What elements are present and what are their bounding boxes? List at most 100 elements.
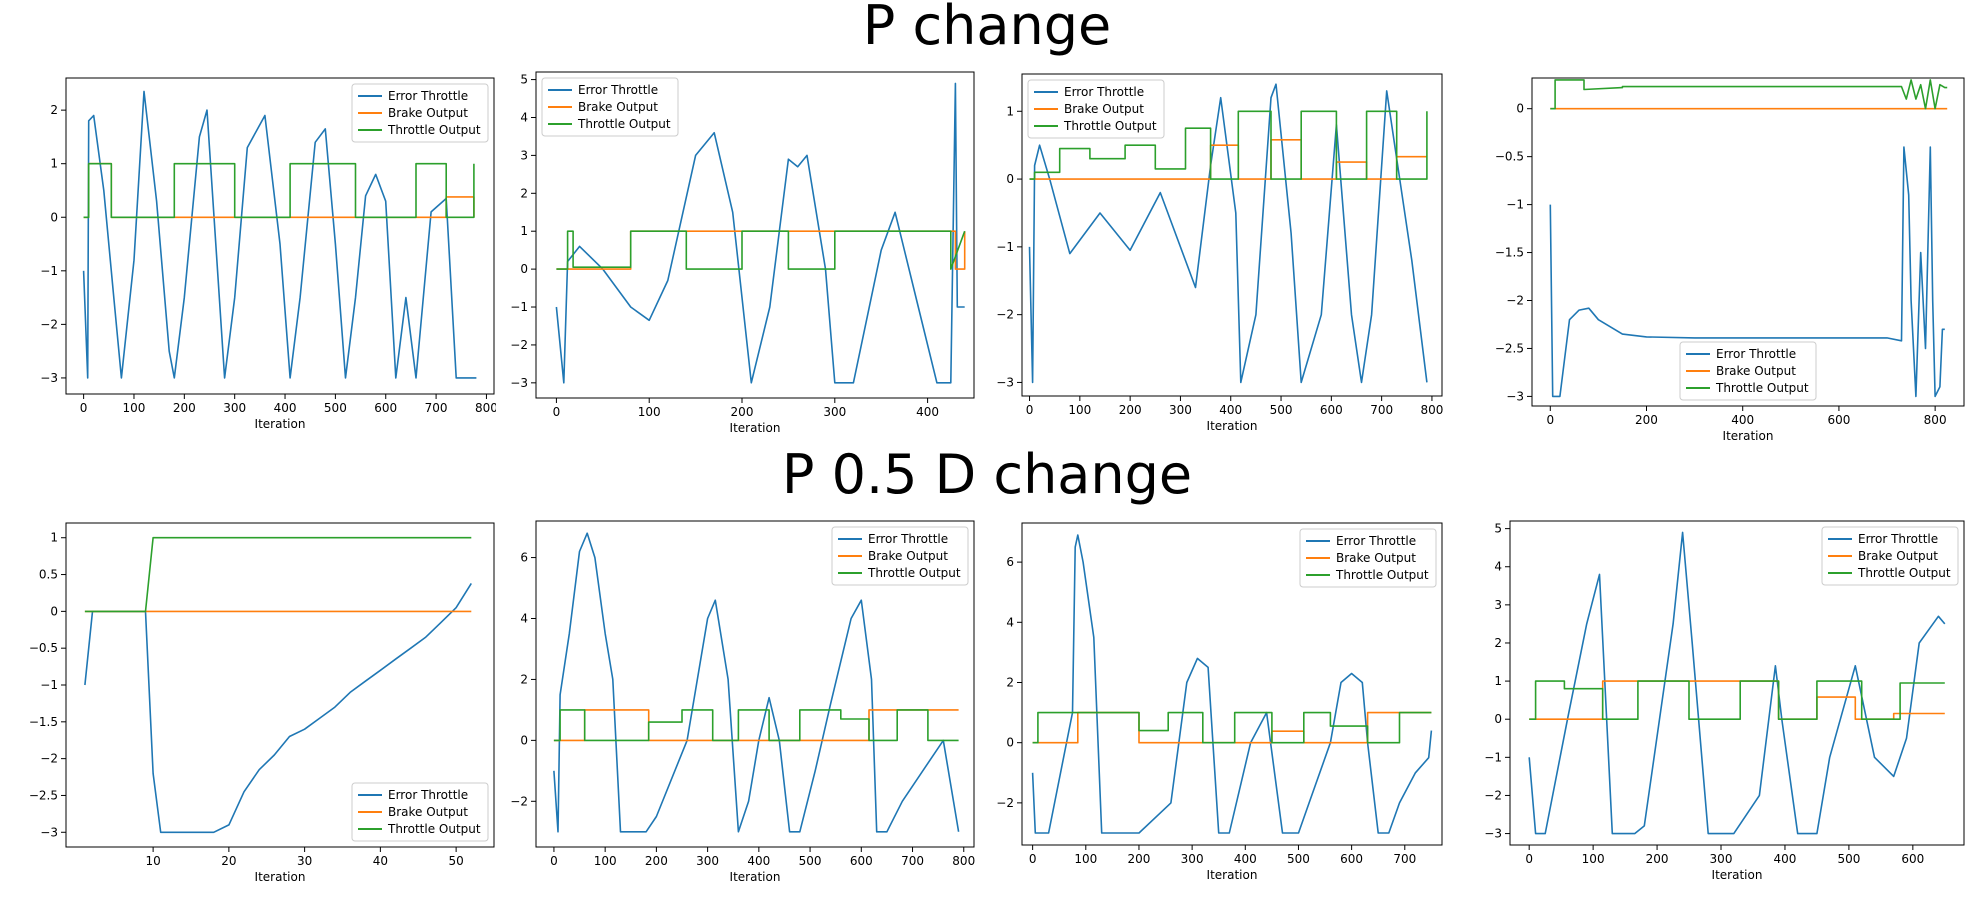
x-tick-label: 200 bbox=[173, 401, 196, 415]
x-tick-label: 300 bbox=[696, 854, 719, 868]
legend-box bbox=[1299, 528, 1437, 588]
x-tick-label: 0 bbox=[1546, 413, 1554, 427]
plot-frame bbox=[535, 520, 975, 848]
x-tick-label: 200 bbox=[1119, 403, 1142, 417]
x-axis-label: Iteration bbox=[1712, 868, 1763, 882]
x-tick-label: 0 bbox=[550, 854, 558, 868]
legend-box bbox=[1821, 526, 1959, 586]
legend-label: Brake Output bbox=[578, 100, 658, 114]
x-tick-label: 300 bbox=[223, 401, 246, 415]
legend: Error Throttle Brake Output Throttle Outpu… bbox=[831, 526, 969, 586]
y-tick-label: −0.5 bbox=[29, 641, 58, 655]
legend: Error Throttle Brake Output Throttle Outpu… bbox=[1299, 528, 1437, 588]
legend-box bbox=[831, 526, 969, 586]
x-tick-label: 0 bbox=[1026, 403, 1034, 417]
legend-label: Error Throttle bbox=[388, 89, 468, 103]
y-tick-label: −2 bbox=[40, 317, 58, 331]
x-tick-label: 20 bbox=[221, 854, 236, 868]
x-tick-label: 300 bbox=[1169, 403, 1192, 417]
x-tick-label: 500 bbox=[324, 401, 347, 415]
x-tick-label: 400 bbox=[916, 405, 939, 419]
y-tick-label: 4 bbox=[1006, 615, 1014, 629]
y-tick-label: 2 bbox=[1494, 636, 1502, 650]
y-tick-label: −2 bbox=[40, 752, 58, 766]
legend: Error Throttle Brake Output Throttle Outpu… bbox=[1679, 341, 1817, 401]
y-tick-label: −1.5 bbox=[29, 715, 58, 729]
series-error-throttle-line bbox=[84, 582, 472, 834]
x-tick-label: 800 bbox=[1924, 413, 1947, 427]
y-tick-label: −1.5 bbox=[1495, 246, 1524, 260]
y-tick-label: −1 bbox=[1506, 198, 1524, 212]
legend-box bbox=[1027, 79, 1165, 139]
y-tick-label: −3 bbox=[40, 825, 58, 839]
x-tick-label: 300 bbox=[1181, 852, 1204, 866]
series-error-throttle-line bbox=[1028, 83, 1428, 384]
y-tick-label: 3 bbox=[520, 148, 528, 162]
legend: Error Throttle Brake Output Throttle Outpu… bbox=[351, 782, 489, 842]
x-tick-label: 500 bbox=[1270, 403, 1293, 417]
legend-box bbox=[541, 77, 679, 137]
plot-frame bbox=[1509, 520, 1965, 846]
y-tick-label: −1 bbox=[40, 264, 58, 278]
y-tick-label: 0 bbox=[1494, 712, 1502, 726]
x-tick-label: 200 bbox=[1635, 413, 1658, 427]
y-tick-label: 4 bbox=[1494, 560, 1502, 574]
legend-label: Brake Output bbox=[388, 106, 468, 120]
x-tick-label: 600 bbox=[850, 854, 873, 868]
y-tick-label: 0 bbox=[50, 604, 58, 618]
x-tick-label: 10 bbox=[145, 854, 160, 868]
y-tick-label: −0.5 bbox=[1495, 150, 1524, 164]
x-axis-label: Iteration bbox=[1207, 419, 1258, 433]
y-tick-label: 4 bbox=[520, 611, 528, 625]
x-axis-label: Iteration bbox=[1207, 868, 1258, 882]
legend-label: Throttle Output bbox=[1857, 566, 1951, 580]
legend-label: Throttle Output bbox=[577, 117, 671, 131]
x-tick-label: 700 bbox=[1370, 403, 1393, 417]
chart-pd-change-3: 0 100 200 300 400 500 600 700 −2 0 2 4 6 Iteration Err… bbox=[996, 522, 1443, 882]
series-error-throttle-line bbox=[1031, 534, 1433, 834]
series-brake-output-line bbox=[1032, 711, 1432, 744]
y-tick-label: 0 bbox=[520, 262, 528, 276]
legend-label: Brake Output bbox=[388, 805, 468, 819]
y-tick-label: −1 bbox=[1484, 750, 1502, 764]
series-throttle-output-line bbox=[1550, 79, 1948, 110]
x-tick-label: 300 bbox=[823, 405, 846, 419]
x-tick-label: 700 bbox=[901, 854, 924, 868]
x-tick-label: 200 bbox=[1646, 852, 1669, 866]
chart-p-change-3: 0 100 200 300 400 500 600 700 800 −3 −2 −1 0 1 Iterati… bbox=[996, 73, 1443, 433]
chart-pd-change-1: 10 20 30 40 50 −3 −2.5 −2 −1.5 −1 −0.5 0 0.5 1 Iterati… bbox=[29, 522, 495, 884]
series-error-throttle-line bbox=[82, 90, 477, 379]
legend-box bbox=[351, 782, 489, 842]
y-tick-label: −3 bbox=[996, 375, 1014, 389]
legend-label: Brake Output bbox=[1858, 549, 1938, 563]
y-tick-label: −2.5 bbox=[1495, 341, 1524, 355]
x-tick-label: 100 bbox=[1582, 852, 1605, 866]
x-tick-label: 800 bbox=[1420, 403, 1443, 417]
x-tick-label: 500 bbox=[1287, 852, 1310, 866]
section-title-pd-change: P 0.5 D change bbox=[781, 443, 1193, 506]
series-error-throttle-line bbox=[553, 532, 960, 833]
x-tick-label: 200 bbox=[1128, 852, 1151, 866]
series-throttle-output-line bbox=[556, 230, 966, 270]
y-tick-label: 5 bbox=[520, 73, 528, 87]
legend-label: Throttle Output bbox=[387, 822, 481, 836]
x-tick-label: 50 bbox=[448, 854, 463, 868]
legend: Error Throttle Brake Output Throttle Outpu… bbox=[351, 83, 489, 143]
legend: Error Throttle Brake Output Throttle Outpu… bbox=[541, 77, 679, 137]
y-tick-label: 2 bbox=[520, 186, 528, 200]
y-tick-label: 0 bbox=[1006, 736, 1014, 750]
legend-box bbox=[1679, 341, 1817, 401]
y-tick-label: 1 bbox=[520, 224, 528, 238]
legend-label: Throttle Output bbox=[867, 566, 961, 580]
chart-p-change-4: 0 200 400 600 800 −3 −2.5 −2 −1.5 −1 −0.5 0 Iteratio… bbox=[1495, 77, 1965, 440]
series-throttle-output-line bbox=[1029, 110, 1428, 180]
x-tick-label: 400 bbox=[1234, 852, 1257, 866]
y-tick-label: −3 bbox=[40, 371, 58, 385]
legend-label: Brake Output bbox=[1336, 551, 1416, 565]
x-tick-label: 40 bbox=[373, 854, 388, 868]
series-brake-output-line bbox=[556, 230, 966, 270]
x-tick-label: 600 bbox=[1827, 413, 1850, 427]
y-tick-label: 0 bbox=[1516, 102, 1524, 116]
plot-frame bbox=[535, 71, 975, 399]
series-error-throttle-line bbox=[1549, 146, 1945, 398]
